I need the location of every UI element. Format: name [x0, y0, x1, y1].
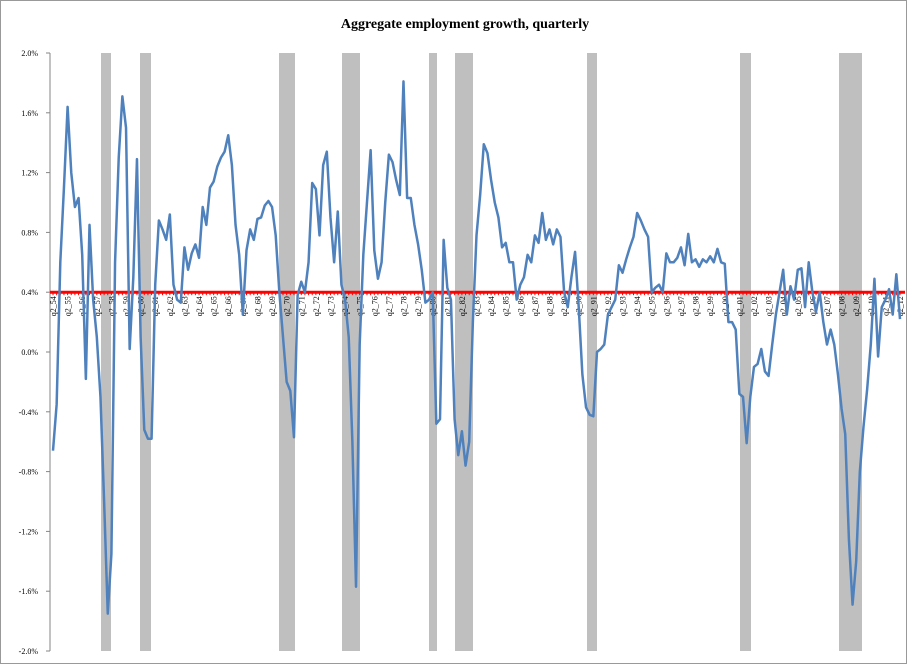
x-tick-label: q2_07 [823, 296, 832, 316]
x-tick-label: q2_03 [765, 296, 774, 316]
x-tick-label: q2_01 [735, 296, 744, 316]
x-tick-label: q2_94 [633, 296, 642, 316]
x-tick-label: q2_55 [64, 296, 73, 316]
y-tick-label: 1.2% [21, 169, 38, 178]
x-tick-label: q2_00 [721, 296, 730, 316]
y-tick-label: -2.0% [19, 647, 39, 656]
x-tick-label: q2_85 [502, 296, 511, 316]
x-tick-label: q2_63 [180, 296, 189, 316]
recession-band [839, 53, 862, 651]
x-tick-label: q2_76 [370, 296, 379, 316]
x-tick-label: q2_10 [867, 296, 876, 316]
recession-bands [101, 53, 862, 651]
y-tick-label: 0.8% [21, 228, 38, 237]
x-tick-label: q2_88 [546, 296, 555, 316]
x-tick-label: q2_78 [399, 296, 408, 316]
x-tick-label: q2_12 [896, 296, 905, 316]
data-line [51, 80, 902, 615]
x-tick-label: q2_84 [487, 296, 496, 316]
x-tick-label: q2_83 [473, 296, 482, 316]
recession-band [342, 53, 360, 651]
x-tick-label: q2_89 [560, 296, 569, 316]
x-tick-label: q2_68 [253, 296, 262, 316]
recession-band [101, 53, 111, 651]
x-tick-label: q2_95 [648, 296, 657, 316]
x-tick-label: q2_71 [297, 296, 306, 316]
y-tick-label: 0.0% [21, 348, 38, 357]
x-tick-label: q2_97 [677, 296, 686, 316]
y-tick-label: 0.4% [21, 288, 38, 297]
x-tick-label: q2_99 [706, 296, 715, 316]
y-tick-label: 2.0% [21, 49, 38, 58]
x-tick-label: q2_64 [195, 296, 204, 316]
x-tick-label: q2_02 [750, 296, 759, 316]
x-tick-label: q2_06 [808, 296, 817, 316]
x-tick-label: q2_58 [107, 296, 116, 316]
recession-band [587, 53, 597, 651]
x-tick-label: q2_81 [443, 296, 452, 316]
chart-title: Aggregate employment growth, quarterly [341, 17, 589, 32]
recession-band [455, 53, 473, 651]
y-tick-label: -0.8% [19, 468, 39, 477]
x-tick-label: q2_77 [385, 296, 394, 316]
x-tick-label: q2_59 [122, 296, 131, 316]
x-tick-label: q2_66 [224, 296, 233, 316]
recession-band [429, 53, 437, 651]
x-tick-label: q2_79 [414, 296, 423, 316]
recession-band [740, 53, 751, 651]
x-tick-label: q2_92 [604, 296, 613, 316]
y-tick-label: -1.2% [19, 527, 39, 536]
x-tick-label: q2_11 [881, 296, 890, 316]
x-tick-label: q2_57 [93, 296, 102, 316]
x-tick-label: q2_91 [589, 296, 598, 316]
x-tick-label: q2_69 [268, 296, 277, 316]
x-tick-label: q2_70 [283, 296, 292, 316]
recession-band [279, 53, 295, 651]
x-tick-label: q2_87 [531, 296, 540, 316]
x-tick-label: q2_54 [49, 296, 58, 316]
x-tick-label: q2_82 [458, 296, 467, 316]
x-tick-label: q2_98 [692, 296, 701, 316]
y-tick-label: 1.6% [21, 109, 38, 118]
recession-band [140, 53, 151, 651]
x-tick-label: q2_04 [779, 296, 788, 316]
x-tick-label: q2_08 [838, 296, 847, 316]
y-tick-label: -0.4% [19, 408, 39, 417]
y-tick-label: -1.6% [19, 587, 39, 596]
x-tick-label: q2_09 [852, 296, 861, 316]
x-tick-label: q2_86 [516, 296, 525, 316]
x-tick-label: q2_05 [794, 296, 803, 316]
x-tick-label: q2_93 [619, 296, 628, 316]
x-tick-label: q2_96 [662, 296, 671, 316]
x-tick-label: q2_62 [166, 296, 175, 316]
x-tick-label: q2_73 [326, 296, 335, 316]
x-tick-label: q2_72 [312, 296, 321, 316]
x-tick-label: q2_65 [210, 296, 219, 316]
